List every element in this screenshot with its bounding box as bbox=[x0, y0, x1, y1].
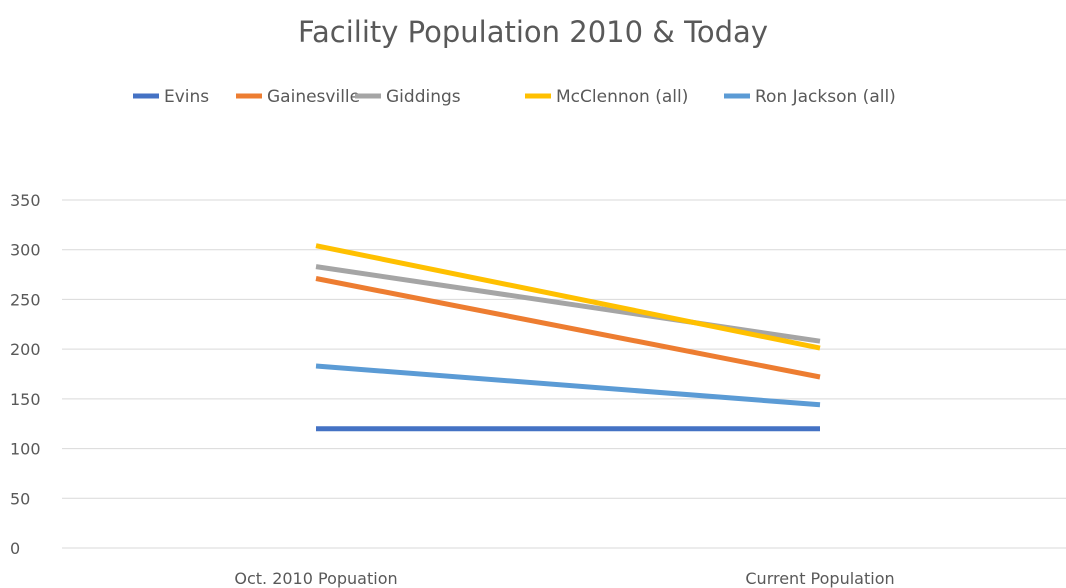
legend-label: McClennon (all) bbox=[556, 87, 688, 107]
legend-label: Evins bbox=[164, 87, 209, 107]
y-tick-label: 50 bbox=[10, 489, 30, 508]
legend-item: McClennon (all) bbox=[525, 87, 688, 107]
y-tick-label: 150 bbox=[10, 390, 41, 409]
series-line-mcclennon-all bbox=[315, 243, 821, 351]
x-axis: Oct. 2010 Popuation Current Population bbox=[234, 569, 894, 588]
legend: Evins Gainesville Giddings McClennon (all) R… bbox=[133, 87, 896, 107]
legend-item: Gainesville bbox=[236, 87, 360, 107]
legend-item: Giddings bbox=[355, 87, 461, 107]
y-tick-label: 350 bbox=[10, 191, 41, 210]
y-axis: 0 50 100 150 200 250 300 350 bbox=[10, 191, 41, 558]
y-tick-label: 0 bbox=[10, 539, 20, 558]
series-lines bbox=[315, 243, 821, 432]
series-line-ron-jackson-all bbox=[315, 363, 821, 408]
legend-label: Ron Jackson (all) bbox=[755, 87, 896, 107]
legend-item: Ron Jackson (all) bbox=[724, 87, 896, 107]
legend-label: Gainesville bbox=[267, 87, 360, 107]
chart-title: Facility Population 2010 & Today bbox=[298, 15, 768, 49]
x-tick-label: Oct. 2010 Popuation bbox=[234, 569, 397, 588]
legend-item: Evins bbox=[133, 87, 209, 107]
y-tick-label: 250 bbox=[10, 290, 41, 309]
y-tick-label: 200 bbox=[10, 340, 41, 359]
legend-label: Giddings bbox=[386, 87, 461, 107]
series-line-gainesville bbox=[315, 276, 821, 380]
gridlines bbox=[62, 199, 1066, 549]
y-tick-label: 300 bbox=[10, 241, 41, 260]
y-tick-label: 100 bbox=[10, 440, 41, 459]
x-tick-label: Current Population bbox=[745, 569, 894, 588]
